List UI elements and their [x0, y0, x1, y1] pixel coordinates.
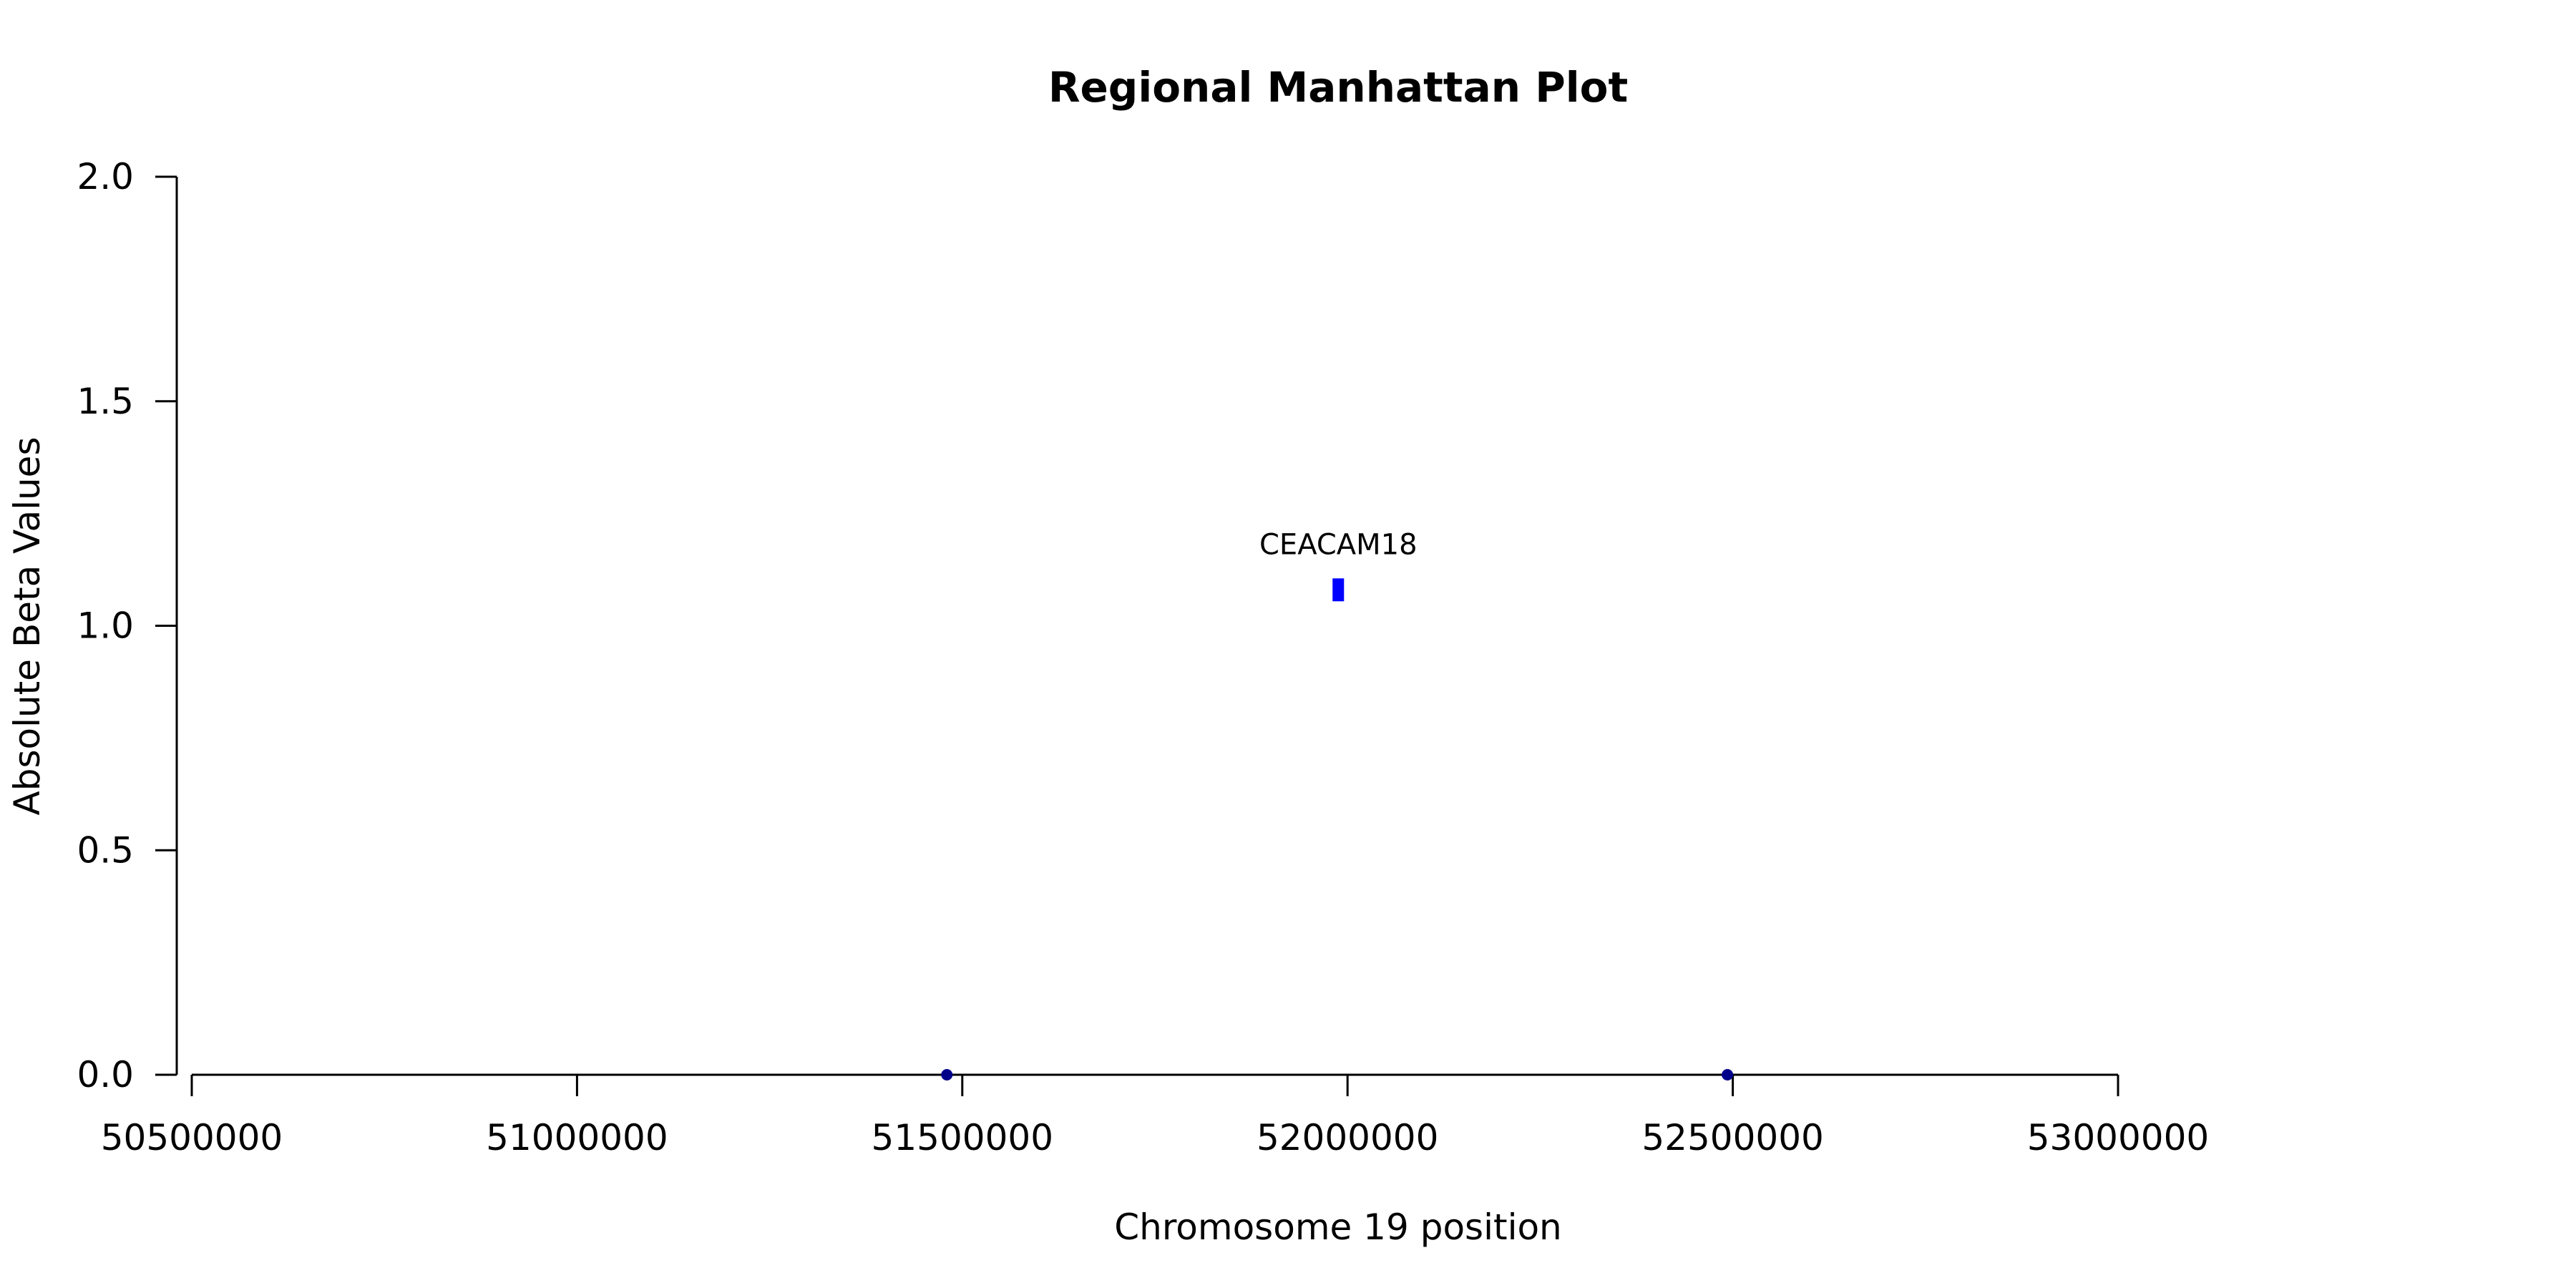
y-tick-label: 2.0 [77, 156, 134, 197]
x-tick-label: 53000000 [2027, 1117, 2210, 1158]
data-point [941, 1069, 953, 1080]
data-point-highlight [1332, 578, 1345, 602]
data-point [1722, 1069, 1734, 1080]
data-marks: CEACAM18 [941, 528, 1734, 1080]
x-tick-label: 51000000 [486, 1117, 668, 1158]
x-tick-label: 52500000 [1641, 1117, 1824, 1158]
y-axis-label: Absolute Beta Values [6, 437, 48, 816]
y-tick-label: 1.0 [77, 605, 134, 647]
y-tick-label: 1.5 [77, 381, 134, 422]
chart-title: Regional Manhattan Plot [1048, 63, 1628, 112]
axes: 50500000 51000000 51500000 52000000 52500000… [77, 156, 2209, 1158]
y-tick-label: 0.0 [77, 1054, 134, 1096]
x-tick-label: 52000000 [1257, 1117, 1439, 1158]
x-tick-label: 50500000 [101, 1117, 283, 1158]
point-annotation-label: CEACAM18 [1259, 528, 1418, 561]
x-tick-label: 51500000 [872, 1117, 1054, 1158]
x-axis-label: Chromosome 19 position [1114, 1206, 1562, 1248]
y-tick-label: 0.5 [77, 829, 134, 871]
